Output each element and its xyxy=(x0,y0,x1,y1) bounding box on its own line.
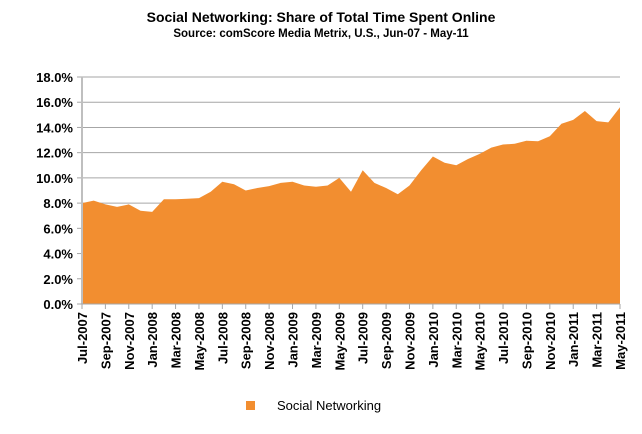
y-tick-label: 0.0% xyxy=(43,297,73,312)
x-tick-label: Mar-2010 xyxy=(449,312,464,368)
y-tick-label: 12.0% xyxy=(36,146,73,161)
x-tick-label: Sep-2009 xyxy=(379,312,394,369)
x-tick-label: May-2011 xyxy=(613,312,628,370)
x-tick-label: May-2009 xyxy=(332,312,347,371)
x-tick-label: Nov-2010 xyxy=(543,312,558,370)
legend-swatch xyxy=(246,401,255,410)
y-tick-label: 16.0% xyxy=(36,95,73,110)
x-tick-label: Sep-2010 xyxy=(519,312,534,369)
legend: Social Networking xyxy=(246,398,381,413)
y-tick-label: 14.0% xyxy=(36,120,73,135)
chart-title: Social Networking: Share of Total Time S… xyxy=(146,9,496,25)
x-tick-label: Jan-2011 xyxy=(566,312,581,367)
legend-label: Social Networking xyxy=(277,398,382,413)
x-tick-label: Nov-2009 xyxy=(402,312,417,370)
x-tick-label: May-2008 xyxy=(192,312,207,371)
x-tick-label: Mar-2009 xyxy=(309,312,324,368)
y-tick-label: 10.0% xyxy=(36,171,73,186)
x-tick-label: Jul-2008 xyxy=(215,312,230,364)
y-tick-label: 6.0% xyxy=(43,221,73,236)
x-tick-label: Nov-2008 xyxy=(262,312,277,370)
x-tick-label: Mar-2008 xyxy=(169,312,184,368)
x-tick-label: May-2010 xyxy=(473,312,488,371)
x-tick-label: Nov-2007 xyxy=(122,312,137,370)
x-tick-label: Jan-2010 xyxy=(426,312,441,368)
x-tick-label: Mar-2011 xyxy=(590,312,605,368)
x-tick-label: Jan-2009 xyxy=(286,312,301,368)
x-tick-label: Jul-2007 xyxy=(75,312,90,364)
x-tick-label: Jul-2010 xyxy=(496,312,511,364)
x-tick-label: Jan-2008 xyxy=(145,312,160,368)
x-tick-label: Sep-2008 xyxy=(239,312,254,369)
x-tick-label: Sep-2007 xyxy=(98,312,113,369)
chart-subtitle: Source: comScore Media Metrix, U.S., Jun… xyxy=(173,28,469,40)
y-tick-label: 18.0% xyxy=(36,70,73,85)
y-tick-label: 2.0% xyxy=(43,272,73,287)
y-tick-label: 4.0% xyxy=(43,247,73,262)
x-tick-label: Jul-2009 xyxy=(356,312,371,364)
area-series xyxy=(82,107,620,304)
y-tick-label: 8.0% xyxy=(43,196,73,211)
